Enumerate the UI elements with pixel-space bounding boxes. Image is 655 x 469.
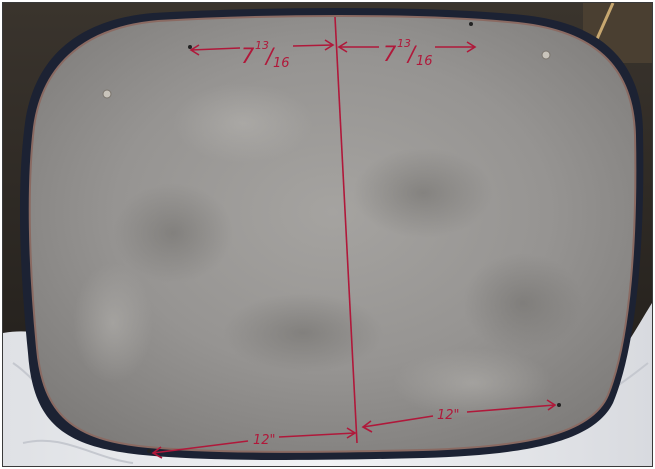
- rivet: [102, 89, 112, 99]
- bottom-left-dimension-label: 12": [253, 433, 276, 448]
- bottom-right-dimension-arrow: [361, 399, 557, 433]
- svg-text:7: 7: [241, 44, 255, 68]
- metal-panel-photo: 7 13 / 16 7 13 / 16 12": [3, 3, 652, 466]
- rivet: [557, 403, 561, 407]
- panel-stain: [353, 148, 493, 238]
- bottom-left-dimension-arrow: [151, 427, 357, 459]
- panel-stain: [223, 293, 383, 373]
- svg-text:/: /: [406, 42, 417, 66]
- top-right-dimension-arrow: [337, 41, 477, 53]
- top-right-dimension-label: 7 13 / 16: [383, 37, 433, 69]
- rivet: [541, 50, 551, 60]
- svg-text:13: 13: [397, 37, 411, 50]
- bottom-right-dimension-label: 12": [437, 408, 460, 423]
- panel-highlight: [73, 263, 153, 383]
- top-left-dimension-arrow: [189, 39, 335, 56]
- top-left-dimension-label: 7 13 / 16: [241, 39, 290, 71]
- svg-text:16: 16: [273, 56, 290, 71]
- svg-text:7: 7: [383, 42, 397, 66]
- rivet: [469, 22, 473, 26]
- panel-stain: [463, 253, 583, 353]
- panel-highlight: [393, 348, 553, 418]
- rivet: [188, 45, 192, 49]
- center-line: [334, 16, 358, 444]
- panel-highlight: [173, 83, 313, 163]
- svg-text:13: 13: [255, 39, 269, 52]
- svg-text:16: 16: [416, 54, 433, 69]
- panel-stain: [113, 183, 233, 283]
- rivet: [147, 449, 151, 453]
- svg-text:/: /: [264, 44, 275, 68]
